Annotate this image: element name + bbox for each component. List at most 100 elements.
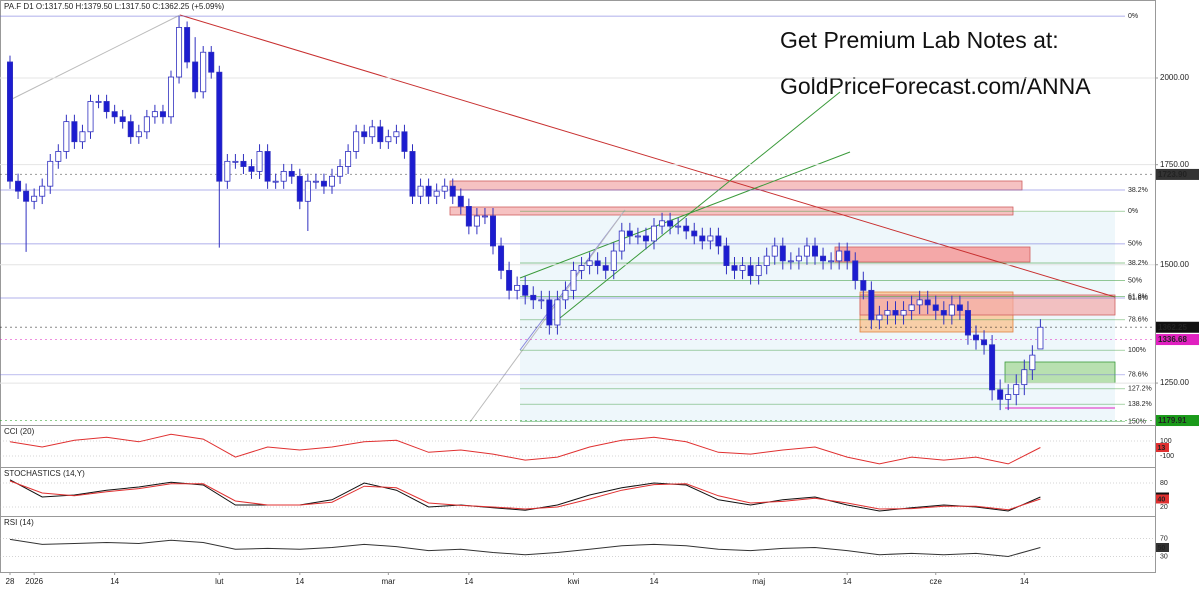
candle-body — [465, 206, 472, 227]
candle-body — [337, 166, 344, 177]
y-tick-label: 1250.00 — [1160, 378, 1189, 387]
y-tick-label: 20 — [1160, 504, 1168, 511]
candle-body — [449, 185, 456, 197]
candle-body — [514, 284, 521, 291]
candle-body — [715, 235, 722, 247]
candle-body — [280, 170, 287, 182]
candle-body — [39, 185, 46, 197]
candle-body — [377, 126, 384, 143]
panel-title: STOCHASTICS (14,Y) — [4, 469, 85, 478]
candle-body — [675, 225, 682, 228]
y-tick-label: 1750.00 — [1160, 160, 1189, 169]
candle-body — [884, 310, 891, 316]
candle-body — [1013, 384, 1020, 395]
candle-body — [820, 255, 827, 262]
x-tick-label: 28 — [6, 577, 15, 586]
candle-body — [31, 195, 38, 202]
indicator-line — [9, 538, 1041, 558]
candle-body — [699, 235, 706, 242]
candle-body — [296, 175, 303, 202]
candle-body — [586, 260, 593, 266]
trend-line — [9, 14, 181, 101]
candle-body — [1005, 394, 1012, 400]
candle-body — [167, 76, 174, 118]
fib-label: 38.2% — [1128, 260, 1148, 267]
panel-frames — [0, 0, 1156, 573]
resistance-zone — [859, 294, 1116, 316]
candle-body — [522, 284, 529, 296]
candle-body — [940, 310, 947, 316]
candle-body — [739, 265, 746, 271]
fib-label: 61.8% — [1128, 294, 1148, 301]
value-tag — [1156, 494, 1169, 504]
candle-body — [457, 195, 464, 207]
fib-label: 150% — [1128, 418, 1146, 425]
x-tick-label: 14 — [295, 577, 304, 586]
price-tag — [1156, 415, 1199, 427]
candle-body — [224, 160, 231, 182]
candle-body — [47, 160, 54, 187]
y-tick-label: 30 — [1160, 553, 1168, 560]
watermark: GoldPriceForecast.com/ANNA — [780, 73, 1091, 99]
candle-body — [328, 175, 335, 187]
y-tick-label: 100 — [1160, 438, 1172, 445]
channel-line — [519, 151, 851, 279]
candle-body — [860, 280, 867, 291]
candle-body — [659, 220, 666, 227]
candle-body — [119, 116, 126, 123]
value-tag-label: 13 — [1158, 445, 1166, 452]
fib-label: 38.2% — [1128, 187, 1148, 194]
candle-body — [763, 255, 770, 266]
candle-body — [232, 160, 239, 163]
candle-body — [63, 121, 70, 152]
fib-label: 61.8% — [1128, 295, 1148, 302]
watermark: Get Premium Lab Notes at: — [780, 27, 1059, 53]
candle-body — [1021, 369, 1028, 386]
candle-body — [425, 185, 432, 197]
x-tick-label: lut — [215, 577, 224, 586]
fib-label: 50% — [1128, 241, 1142, 248]
candle-body — [626, 230, 633, 237]
price-tag-label: 1362.25 — [1158, 323, 1187, 332]
candle-body — [956, 304, 963, 311]
rsi-panel — [0, 516, 1156, 573]
price-tag-label: 1336.68 — [1158, 335, 1187, 344]
candle-body — [417, 185, 424, 197]
value-tag-label: 40 — [1158, 496, 1166, 503]
candle-body — [618, 230, 625, 252]
candle-body — [642, 235, 649, 242]
chart-title: PA.F D1 O:1317.50 H:1379.50 L:1317.50 C:… — [4, 2, 225, 11]
candle-body — [264, 151, 271, 182]
candle-body — [320, 180, 327, 187]
candle-body — [481, 215, 488, 218]
candle-body — [248, 166, 255, 172]
candle-body — [143, 116, 150, 133]
fib-label: 78.6% — [1128, 317, 1148, 324]
candle-body — [981, 339, 988, 346]
candle-body — [192, 61, 199, 93]
candle-body — [7, 61, 13, 182]
candle-body — [747, 265, 754, 277]
candle-body — [159, 111, 166, 118]
panel-title: CCI (20) — [4, 427, 35, 436]
candle-body — [304, 180, 311, 202]
candle-body — [433, 190, 440, 197]
candle-body — [200, 51, 207, 93]
candle-body — [787, 260, 794, 263]
candle-body — [489, 215, 496, 247]
x-tick-label: 14 — [843, 577, 852, 586]
candle-body — [932, 304, 939, 311]
price-tag — [1156, 334, 1199, 346]
candle-body — [538, 299, 545, 302]
candle-body — [578, 265, 585, 271]
x-tick-label: cze — [930, 577, 943, 586]
price-tag — [1156, 168, 1199, 180]
y-tick-label: 1500.00 — [1160, 260, 1189, 269]
candle-body — [506, 269, 513, 291]
trend-line — [179, 14, 1116, 298]
candle-body — [812, 245, 819, 257]
candle-body — [71, 121, 78, 143]
candle-body — [554, 299, 561, 326]
candle-body — [409, 151, 416, 197]
